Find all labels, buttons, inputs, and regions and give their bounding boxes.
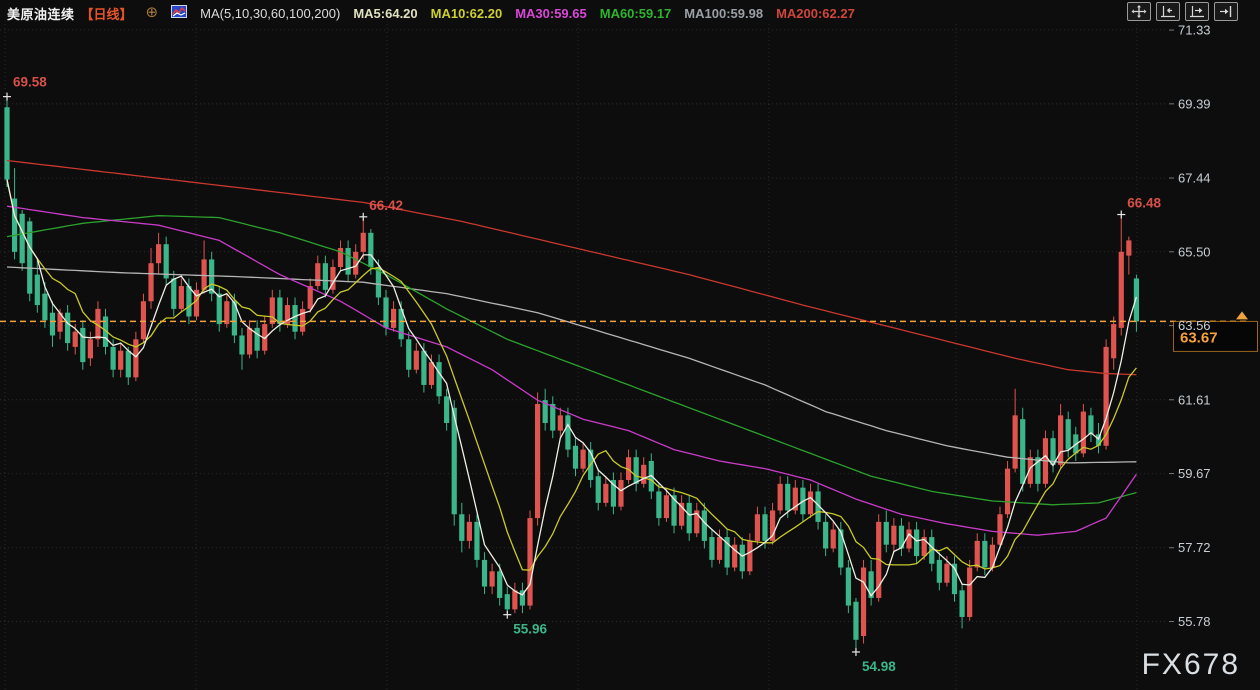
y-axis-tick-label: 71.33	[1178, 23, 1211, 38]
ma-legend-item: MA60:59.17	[599, 5, 672, 21]
watermark: FX678	[1141, 648, 1240, 681]
ma-legend: MA5:64.20 MA10:62.20 MA30:59.65 MA60:59.17 M…	[353, 6, 855, 21]
compress-left-button[interactable]	[1156, 2, 1180, 21]
y-axis-tick-label: 59.67	[1178, 466, 1211, 481]
ma-lines-layer	[6, 159, 1138, 597]
ma-legend-item: MA30:59.65	[515, 5, 587, 21]
ma-formula-label: MA(5,10,30,60,100,200)	[200, 5, 341, 21]
y-axis[interactable]: 71.33 69.39 67.44 65.50 63.56 61.61 59.67 57.72…	[1169, 23, 1211, 629]
y-axis-tick-label: 57.72	[1178, 540, 1211, 555]
y-axis-tick-label: 61.61	[1178, 392, 1211, 407]
swing-high-label: 69.58	[13, 75, 47, 90]
crosshair-toggle-icon[interactable]: ⊕	[145, 4, 159, 21]
swing-high-label: 66.48	[1127, 196, 1161, 211]
current-price-layer: 63.67	[0, 311, 1258, 352]
ma-legend-item: MA10:62.20	[430, 5, 503, 21]
ma-line-ma100	[6, 266, 1137, 464]
instrument-title: 美原油连续	[7, 6, 75, 22]
compress-right-icon	[1190, 6, 1204, 18]
ma-line-ma200	[6, 159, 1137, 376]
indicator-badge-icon[interactable]	[171, 5, 188, 21]
ma-line-ma30	[6, 205, 1137, 536]
go-to-latest-button[interactable]	[1214, 2, 1238, 21]
y-axis-tick-label: 63.56	[1178, 318, 1211, 333]
chart-header: 美原油连续 【日线】 ⊕ MA(5,10,30,60,100,200) MA5:…	[7, 3, 855, 23]
pan-tool-button[interactable]	[1127, 2, 1151, 21]
y-axis-tick-label: 67.44	[1178, 171, 1211, 186]
ma-legend-item: MA5:64.20	[353, 5, 418, 21]
annotations-layer: 69.58 66.42 66.48 55.96 54.98	[3, 75, 1162, 674]
grid-layer	[0, 24, 1168, 690]
chart-toolbar	[1127, 2, 1238, 21]
swing-high-label: 66.42	[369, 198, 403, 213]
ma-line-ma5	[6, 179, 1138, 597]
compress-right-button[interactable]	[1185, 2, 1209, 21]
current-price-label: 63.67	[1180, 329, 1218, 346]
ma-line-ma60	[6, 215, 1137, 506]
go-to-latest-icon	[1220, 6, 1232, 17]
period-label: 【日线】	[80, 6, 133, 22]
y-axis-tick-label: 55.78	[1178, 614, 1211, 629]
y-axis-tick-label: 65.50	[1178, 244, 1211, 259]
compress-left-icon	[1161, 6, 1175, 18]
pan-icon	[1131, 5, 1147, 18]
swing-low-label: 55.96	[513, 622, 547, 637]
y-axis-tick-label: 69.39	[1178, 96, 1211, 111]
ma-line-ma10	[6, 179, 1137, 571]
ma-legend-item: MA100:59.98	[684, 5, 764, 21]
swing-low-label: 54.98	[862, 659, 896, 674]
ma-legend-item: MA200:62.27	[776, 5, 855, 21]
